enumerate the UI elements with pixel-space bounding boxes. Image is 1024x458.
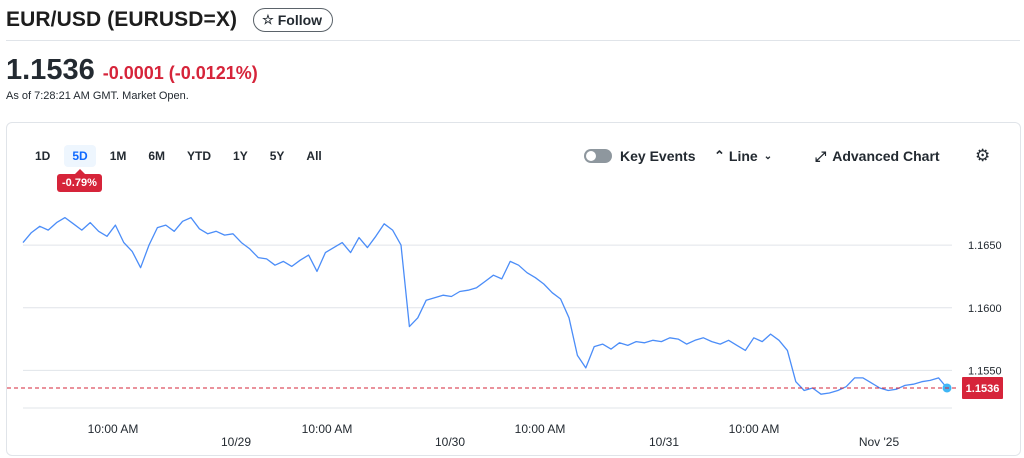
- range-all[interactable]: All: [306, 149, 322, 163]
- range-5y[interactable]: 5Y: [269, 149, 285, 163]
- star-icon: ☆: [262, 12, 274, 27]
- market-status: As of 7:28:21 AM GMT. Market Open.: [6, 90, 189, 102]
- reference-price-label: 1.1536: [966, 383, 1000, 395]
- advanced-chart-button[interactable]: ⤢ Advanced Chart: [815, 145, 940, 167]
- range-selector: 1D 5D 1M 6M YTD 1Y 5Y All: [27, 145, 336, 167]
- range-1y[interactable]: 1Y: [233, 149, 248, 163]
- current-price: 1.1536: [6, 54, 95, 86]
- follow-button[interactable]: ☆ Follow: [253, 8, 334, 32]
- chart-type-label: Line: [728, 148, 758, 164]
- price-change: -0.0001 (-0.0121%): [102, 63, 258, 83]
- quote-header: EUR/USD (EURUSD=X) ☆ Follow: [6, 4, 1024, 36]
- price-line: [22, 216, 948, 395]
- x-tick-label: 10/31: [649, 435, 679, 449]
- key-events-label: Key Events: [620, 148, 696, 164]
- y-tick-label: 1.1650: [968, 240, 1002, 252]
- quote-price-row: 1.1536 -0.0001 (-0.0121%): [6, 54, 258, 87]
- chart-card: 1D 5D 1M 6M YTD 1Y 5Y All -0.79% Key Eve…: [6, 122, 1021, 456]
- range-ytd[interactable]: YTD: [187, 149, 212, 163]
- header-divider: [6, 40, 1020, 41]
- line-chart-icon: ⌃: [714, 148, 725, 163]
- reference-price-tag: [962, 376, 1003, 399]
- performance-badge: -0.79%: [57, 169, 102, 192]
- chevron-down-icon: ⌄: [763, 150, 773, 162]
- expand-icon: ⤢: [815, 147, 827, 164]
- x-tick-label: 10:00 AM: [515, 422, 566, 436]
- follow-label: Follow: [277, 12, 323, 28]
- x-tick-label: 10:00 AM: [88, 422, 139, 436]
- y-tick-label: 1.1600: [968, 303, 1002, 315]
- range-1d[interactable]: 1D: [35, 149, 51, 163]
- page-title: EUR/USD (EURUSD=X): [6, 8, 238, 31]
- x-tick-label: 10/29: [221, 435, 251, 449]
- key-events-toggle[interactable]: Key Events: [584, 145, 695, 167]
- x-tick-label: 10:00 AM: [302, 422, 353, 436]
- toggle-icon[interactable]: [584, 149, 612, 163]
- range-6m[interactable]: 6M: [148, 149, 166, 163]
- range-1m[interactable]: 1M: [109, 149, 127, 163]
- x-tick-label: Nov '25: [859, 435, 900, 449]
- x-tick-label: 10/30: [435, 435, 465, 449]
- y-tick-label: 1.1550: [968, 365, 1002, 377]
- x-tick-label: 10:00 AM: [729, 422, 780, 436]
- advanced-chart-label: Advanced Chart: [832, 148, 940, 164]
- chart-type-select[interactable]: ⌃ Line ⌄: [714, 145, 772, 167]
- range-5d[interactable]: 5D: [64, 145, 96, 167]
- gear-icon[interactable]: ⚙: [975, 146, 991, 165]
